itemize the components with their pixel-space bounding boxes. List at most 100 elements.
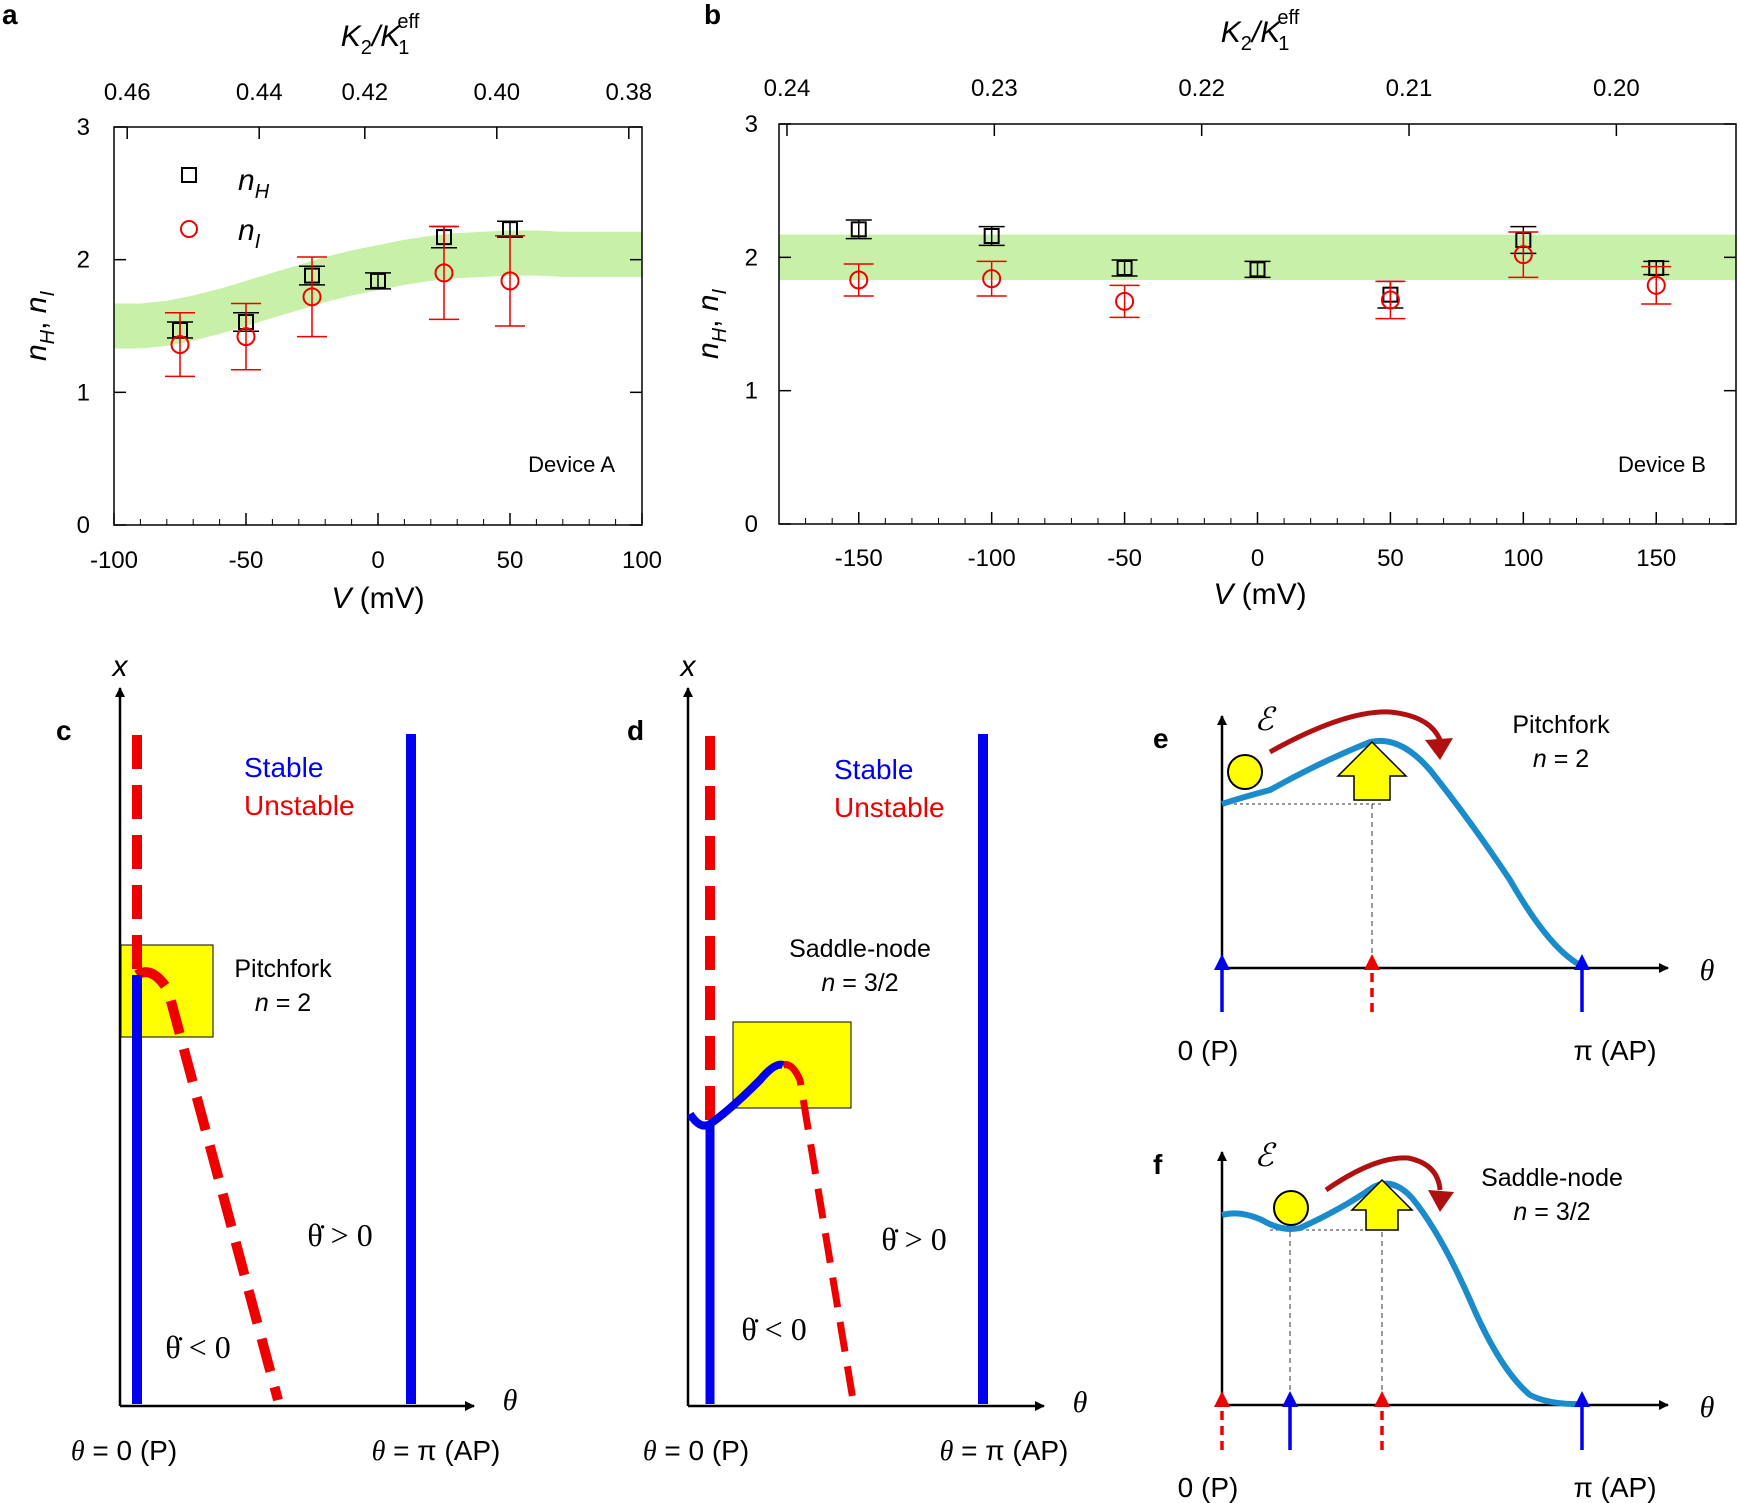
bifurcation-exponent: n = 3/2: [1513, 1198, 1590, 1226]
x-tick-label: -150: [835, 545, 883, 572]
unstable-arrow-mid-head-icon: [1364, 954, 1380, 970]
square-marker: [983, 228, 1000, 244]
nI-point: [1109, 284, 1140, 319]
stable-arrow-left-head-icon: [1214, 954, 1230, 970]
nI-point: [231, 302, 261, 371]
y-tick-label: 3: [745, 111, 758, 138]
panel-label-e: e: [1153, 723, 1169, 754]
circle-marker: [1646, 275, 1666, 295]
x-right-label: θ = π (AP): [372, 1435, 501, 1467]
rate-negative-label: θ̇ < 0: [741, 1311, 806, 1347]
square-marker: [1249, 261, 1266, 278]
device-annotation: Device B: [1618, 452, 1706, 477]
square-marker: [850, 221, 867, 238]
circle-marker: [170, 335, 190, 355]
energy-curve: [1221, 1180, 1583, 1408]
nH-point: [1244, 260, 1271, 279]
rate-positive-label: θ̇ > 0: [881, 1221, 946, 1257]
panel-e-diagram: e ℰ θ Pitchfork n = 2 0 (P) π (AP): [1153, 701, 1715, 1066]
top-tick-label: 0.44: [236, 79, 283, 106]
y-tick-label: 2: [77, 247, 90, 274]
circle-marker: [434, 263, 454, 283]
panel-label-f: f: [1153, 1149, 1163, 1180]
nI-point: [429, 225, 459, 321]
left-label: 0 (P): [1178, 1035, 1239, 1066]
bent-arrow-icon: [1268, 709, 1443, 755]
x-axis-label: θ: [503, 1384, 518, 1417]
x-tick-label: 100: [1503, 545, 1543, 572]
nI-point: [976, 260, 1007, 297]
unstable-arrow-mid-head-icon: [1374, 1391, 1390, 1407]
band-area: [779, 234, 1736, 280]
panel-label-a: a: [2, 0, 18, 30]
y-axis-label: x: [679, 650, 697, 683]
bifurcation-type: Saddle-node: [1481, 1164, 1623, 1192]
circle-marker: [500, 271, 520, 291]
legend-stable: Stable: [834, 754, 913, 785]
top-tick-label: 0.46: [104, 79, 151, 106]
legend-unstable: Unstable: [244, 790, 355, 821]
top-axis-label: K2/K1eff: [1221, 7, 1300, 55]
panel-label-d: d: [627, 715, 644, 746]
top-tick-label: 0.24: [764, 75, 811, 102]
y-tick-label: 0: [745, 511, 758, 538]
y-axis-label: x: [111, 650, 129, 683]
x-axis-label: V (mV): [1213, 578, 1306, 611]
unstable-branch-lower: [134, 967, 283, 1402]
axis-ticks: -150 -100 -50 0 50 100 150 0 1 2 30.24 0.23 0.22 0.21…: [745, 75, 1737, 572]
x-axis-label: θ: [1700, 954, 1715, 987]
legend-circle-marker: [180, 220, 198, 238]
bifurcation-type: Pitchfork: [234, 955, 332, 983]
device-annotation: Device A: [528, 452, 615, 477]
circle-marker: [236, 327, 256, 347]
y-axis-label: ℰ: [1254, 1137, 1277, 1173]
legend-stable: Stable: [244, 752, 323, 783]
nI-point: [1641, 265, 1672, 305]
x-left-label: θ = 0 (P): [643, 1435, 749, 1467]
bent-arrow-icon: [1324, 1155, 1443, 1193]
x-tick-label: -50: [1107, 545, 1142, 572]
x-tick-label: 100: [622, 547, 662, 574]
y-tick-label: 0: [77, 512, 90, 539]
square-marker: [1116, 260, 1133, 276]
data-marks: [165, 220, 525, 378]
top-tick-label: 0.40: [473, 79, 520, 106]
x-tick-label: -100: [968, 545, 1016, 572]
nH-point: [845, 219, 872, 240]
unstable-arrow-left-head-icon: [1214, 1391, 1230, 1407]
bifurcation-exponent: n = 2: [255, 989, 311, 1017]
bent-arrow-head-icon: [1428, 1190, 1454, 1212]
circle-marker: [982, 269, 1002, 289]
square-marker: [370, 272, 386, 289]
stable-arrow-right-head-icon: [1574, 1391, 1590, 1407]
stable-arrow-right-head-icon: [1574, 954, 1590, 970]
panel-f-diagram: f ℰ θ Saddle-node n = 3/2 0 (P) π (AP): [1153, 1137, 1715, 1503]
x-axis-label: θ: [1073, 1386, 1088, 1419]
legend-square-marker: [181, 167, 197, 183]
x-tick-label: -50: [229, 547, 264, 574]
energy-curve: [1221, 737, 1584, 969]
x-tick-label: -100: [90, 547, 138, 574]
nH-point: [978, 225, 1005, 247]
y-axis-label: nH, nI: [20, 291, 59, 362]
circle-marker: [849, 270, 869, 290]
bifurcation-type: Saddle-node: [789, 935, 931, 963]
ball-icon: [1227, 754, 1263, 790]
left-label: 0 (P): [1178, 1472, 1239, 1503]
rate-positive-label: θ̇ > 0: [307, 1217, 372, 1253]
top-tick-label: 0.21: [1386, 75, 1433, 102]
nI-point: [1508, 231, 1539, 279]
circle-marker: [1115, 291, 1135, 311]
x-left-label: θ = 0 (P): [71, 1435, 177, 1467]
right-label: π (AP): [1573, 1472, 1656, 1503]
circle-marker: [1513, 245, 1533, 265]
stable-arrow-well-head-icon: [1282, 1391, 1298, 1407]
nH-point: [365, 272, 391, 290]
right-label: π (AP): [1573, 1035, 1656, 1066]
top-tick-label: 0.38: [605, 79, 652, 106]
x-axis-label: θ: [1700, 1391, 1715, 1424]
top-tick-label: 0.22: [1178, 75, 1225, 102]
y-tick-label: 3: [77, 114, 90, 141]
